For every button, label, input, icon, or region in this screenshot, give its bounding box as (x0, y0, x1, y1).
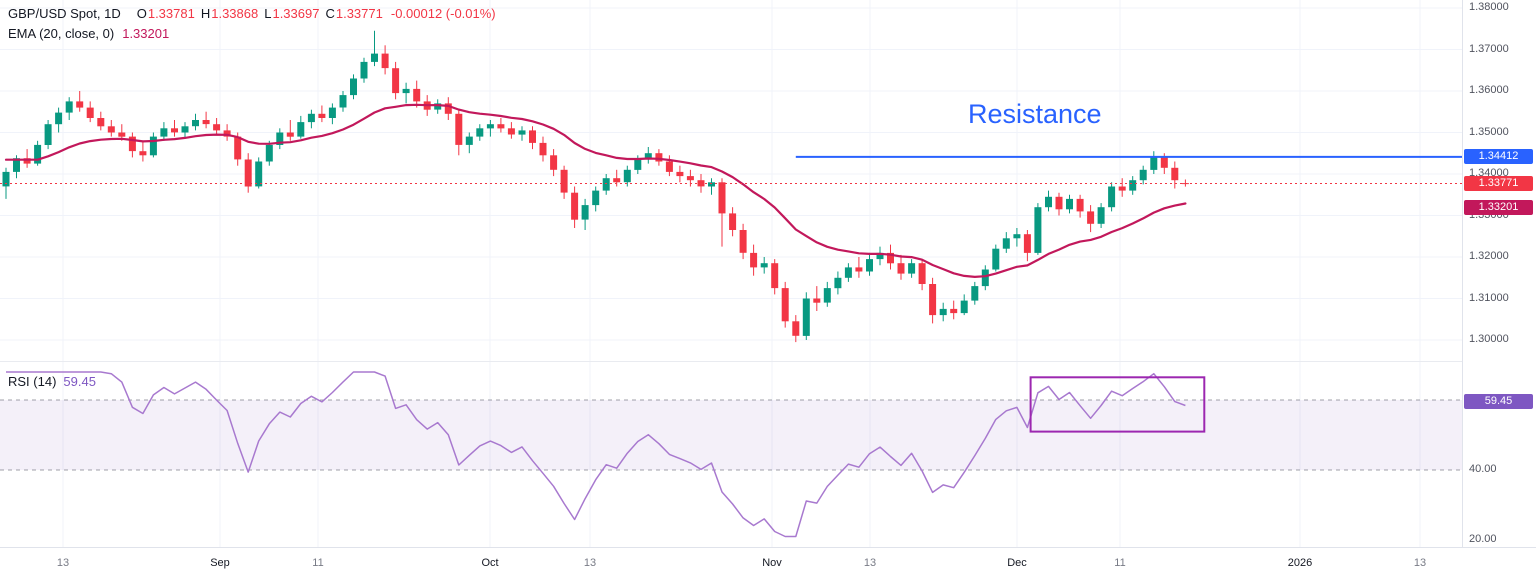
time-axis-label: Sep (210, 557, 230, 569)
time-scale[interactable]: 13 Sep 11 Oct 13 Nov 13 Dec 11 2026 13 (0, 547, 1536, 581)
ema-legend-value: 1.33201 (122, 26, 170, 41)
time-axis-label: 13 (56, 557, 70, 569)
time-axis-label: 11 (312, 557, 324, 569)
resistance-annotation-label[interactable]: Resistance (968, 99, 1102, 129)
rsi-axis-label: 40.00 (1469, 463, 1497, 475)
time-axis-label: Dec (1007, 557, 1027, 569)
rsi-highlight-box[interactable] (1029, 376, 1206, 433)
change-value: -0.00012 (-0.01%) (390, 6, 496, 21)
price-axis-label: 1.30000 (1469, 333, 1509, 345)
grid-lines (0, 0, 1462, 547)
close-value: 1.33771 (335, 6, 383, 21)
time-axis-label: Nov (762, 557, 782, 569)
rsi-value-tag: 59.45 (1464, 394, 1533, 410)
price-scale[interactable]: 1.34412 1.33771 1.33201 59.45 1.38000 1.3… (1462, 0, 1536, 581)
high-label: H (200, 6, 211, 21)
resistance-price-tag: 1.34412 (1464, 149, 1533, 165)
ema-price-tag: 1.33201 (1464, 199, 1533, 215)
rsi-axis-label: 20.00 (1469, 533, 1497, 545)
ema-legend-label[interactable]: EMA (20, close, 0) (8, 26, 115, 41)
time-axis-label: 13 (1413, 557, 1427, 569)
symbol-title[interactable]: GBP/USD Spot, 1D (8, 6, 121, 21)
close-label: C (325, 6, 335, 21)
open-label: O (136, 6, 147, 21)
rsi-legend: RSI (14) 59.45 (8, 374, 96, 389)
rsi-line[interactable] (6, 371, 1186, 538)
last-price-tag: 1.33771 (1464, 176, 1533, 191)
time-axis-label: 13 (863, 557, 877, 569)
ohlc-row: GBP/USD Spot, 1D O1.33781 H1.33868 L1.33697… (8, 6, 496, 26)
price-axis-label: 1.31000 (1469, 291, 1509, 304)
price-axis-label: 1.32000 (1469, 250, 1509, 262)
high-value: 1.33868 (211, 6, 259, 21)
price-axis-label: 1.37000 (1469, 42, 1509, 55)
low-label: L (264, 6, 272, 21)
open-value: 1.33781 (147, 6, 195, 21)
time-axis-label: 2026 (1287, 557, 1313, 569)
time-axis-label: Oct (481, 557, 499, 569)
low-value: 1.33697 (272, 6, 320, 21)
symbol-legend: GBP/USD Spot, 1D O1.33781 H1.33868 L1.33697… (8, 6, 496, 46)
time-axis-label: 11 (1114, 557, 1126, 569)
ema-legend-row: EMA (20, close, 0) 1.33201 (8, 26, 496, 46)
candles (2, 30, 1189, 343)
price-axis-label: 1.36000 (1469, 84, 1509, 96)
price-axis-label: 1.38000 (1469, 1, 1509, 13)
time-axis-label: 13 (583, 557, 597, 569)
ema-line[interactable] (4, 103, 1187, 278)
pane-separator[interactable] (0, 361, 1536, 362)
rsi-band (0, 400, 1462, 470)
rsi-legend-value: 59.45 (63, 374, 96, 389)
price-axis-label: 1.35000 (1469, 125, 1509, 138)
rsi-legend-label[interactable]: RSI (14) (8, 374, 57, 389)
